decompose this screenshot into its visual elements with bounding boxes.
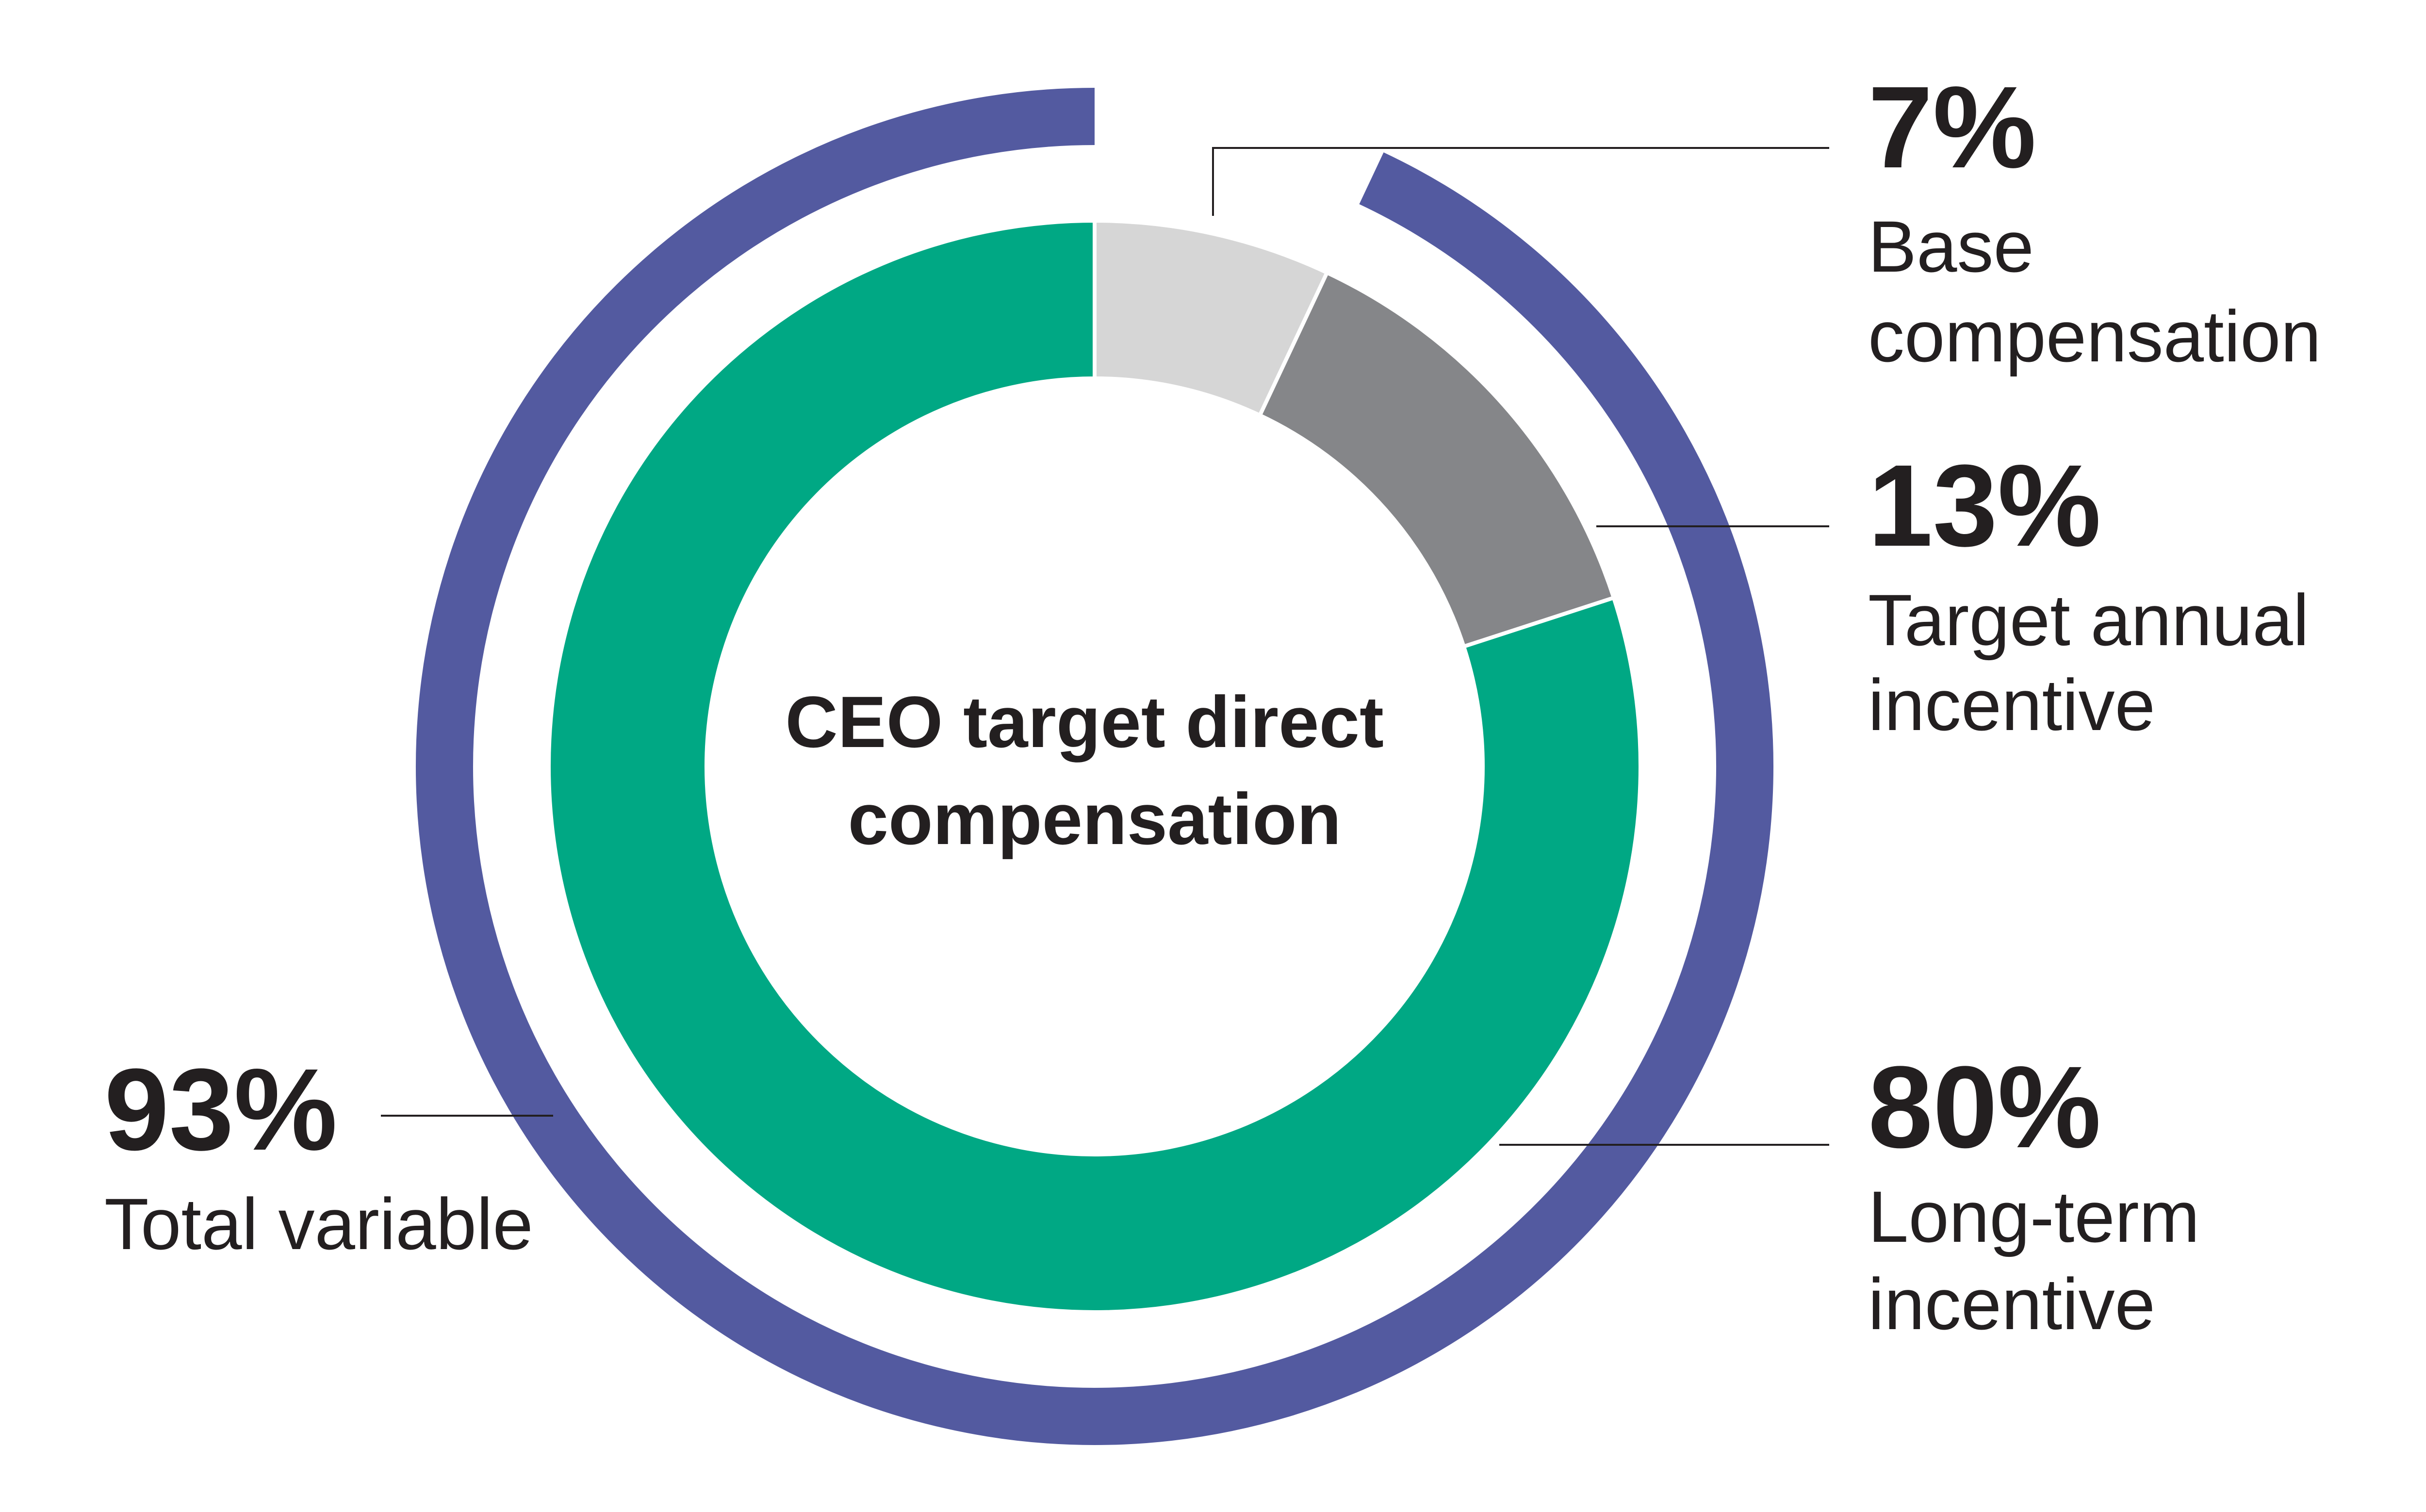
center-title-line-1: CEO target direct — [785, 681, 1384, 763]
slice-1 — [1257, 270, 1616, 649]
total-variable-ring — [416, 88, 1773, 1445]
long-term-incentive-label: Long-term incentive — [1868, 1176, 2220, 1345]
slice-2 — [547, 218, 1642, 1314]
base-compensation-leader — [1212, 147, 1829, 216]
target-annual-incentive-label: Target annual incentive — [1868, 579, 2329, 746]
base-compensation-value: 7% — [1868, 62, 2036, 192]
center-title-line-2: compensation — [848, 778, 1342, 860]
target-annual-incentive-value: 13% — [1868, 440, 2101, 570]
center-title: CEO target direct compensation — [785, 681, 1404, 860]
long-term-incentive-value: 80% — [1868, 1042, 2101, 1172]
donut-slices — [547, 218, 1642, 1314]
total-variable-label: Total variable — [104, 1183, 533, 1265]
total-variable-arc — [416, 88, 1773, 1445]
base-compensation-label: Base compensation — [1868, 206, 2321, 377]
total-variable-value: 93% — [104, 1044, 337, 1174]
